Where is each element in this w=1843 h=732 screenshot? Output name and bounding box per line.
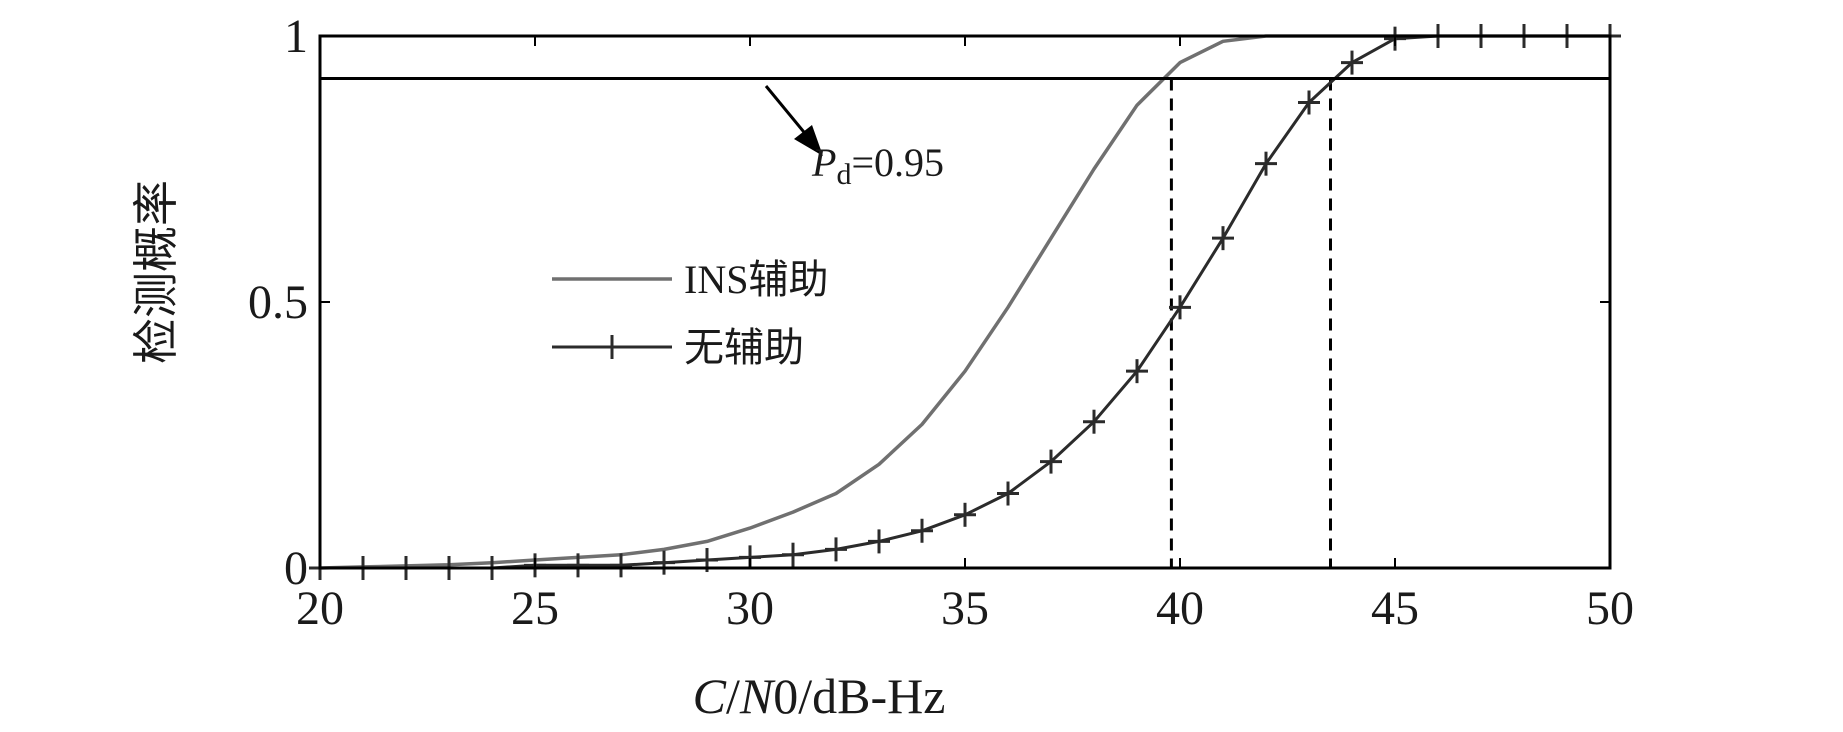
x-tick-label: 20 (296, 582, 344, 635)
x-axis-label-n: N (739, 668, 776, 724)
series-point (1169, 295, 1191, 320)
axes-layer: 20 25 30 35 40 45 50 0 0.5 1 (248, 10, 1634, 635)
y-tick-label: 0.5 (248, 276, 308, 329)
x-tick-label: 50 (1586, 582, 1634, 635)
series-point (868, 529, 890, 554)
pd-annotation-value: =0.95 (851, 140, 944, 185)
series-layer (309, 24, 1621, 580)
series-point (954, 502, 976, 527)
series-point (610, 553, 632, 578)
series-line (319, 34, 1610, 570)
series-line (320, 34, 1610, 570)
pd-annotation-p: P (811, 140, 836, 185)
pd-annotation-arrow-shaft (764, 85, 810, 138)
pd-annotation-arrow-head (794, 125, 823, 156)
series-point (825, 537, 847, 562)
series-point (1255, 151, 1277, 176)
pd-annotation-sub: d (836, 158, 851, 191)
x-tick-label: 35 (941, 582, 989, 635)
y-axis-label: 检测概率 (129, 180, 183, 364)
dashed-marker-layer (1169, 78, 1332, 568)
legend: INS辅助 无辅助 (552, 257, 828, 370)
series-point (782, 542, 804, 567)
series-point (653, 550, 675, 575)
x-axis-label-c: C (693, 668, 727, 724)
x-tick-label: 30 (726, 582, 774, 635)
legend-label-none: 无辅助 (684, 325, 804, 370)
series-point (1298, 90, 1320, 115)
pd-annotation-label: Pd=0.95 (811, 140, 944, 191)
x-tick-label: 40 (1156, 582, 1204, 635)
series-point (1212, 226, 1234, 251)
series-point (1126, 359, 1148, 384)
series-point (997, 481, 1019, 506)
y-tick-label: 1 (284, 10, 308, 63)
x-tick-label: 45 (1371, 582, 1419, 635)
y-tick-label: 0 (284, 542, 308, 595)
series-point (1040, 449, 1062, 474)
x-axis-label: C/N0/dB-Hz (693, 668, 946, 724)
pd-annotation: Pd=0.95 (764, 85, 944, 191)
series-point (1083, 409, 1105, 434)
x-tick-label: 25 (511, 582, 559, 635)
x-axis-label-unit: 0/dB-Hz (773, 668, 945, 724)
plot-frame (318, 34, 1612, 570)
series-point (1341, 50, 1363, 75)
series-point (911, 518, 933, 543)
x-axis-label-slash: / (726, 668, 740, 724)
legend-label-ins: INS辅助 (684, 257, 828, 302)
series-point (567, 553, 589, 578)
